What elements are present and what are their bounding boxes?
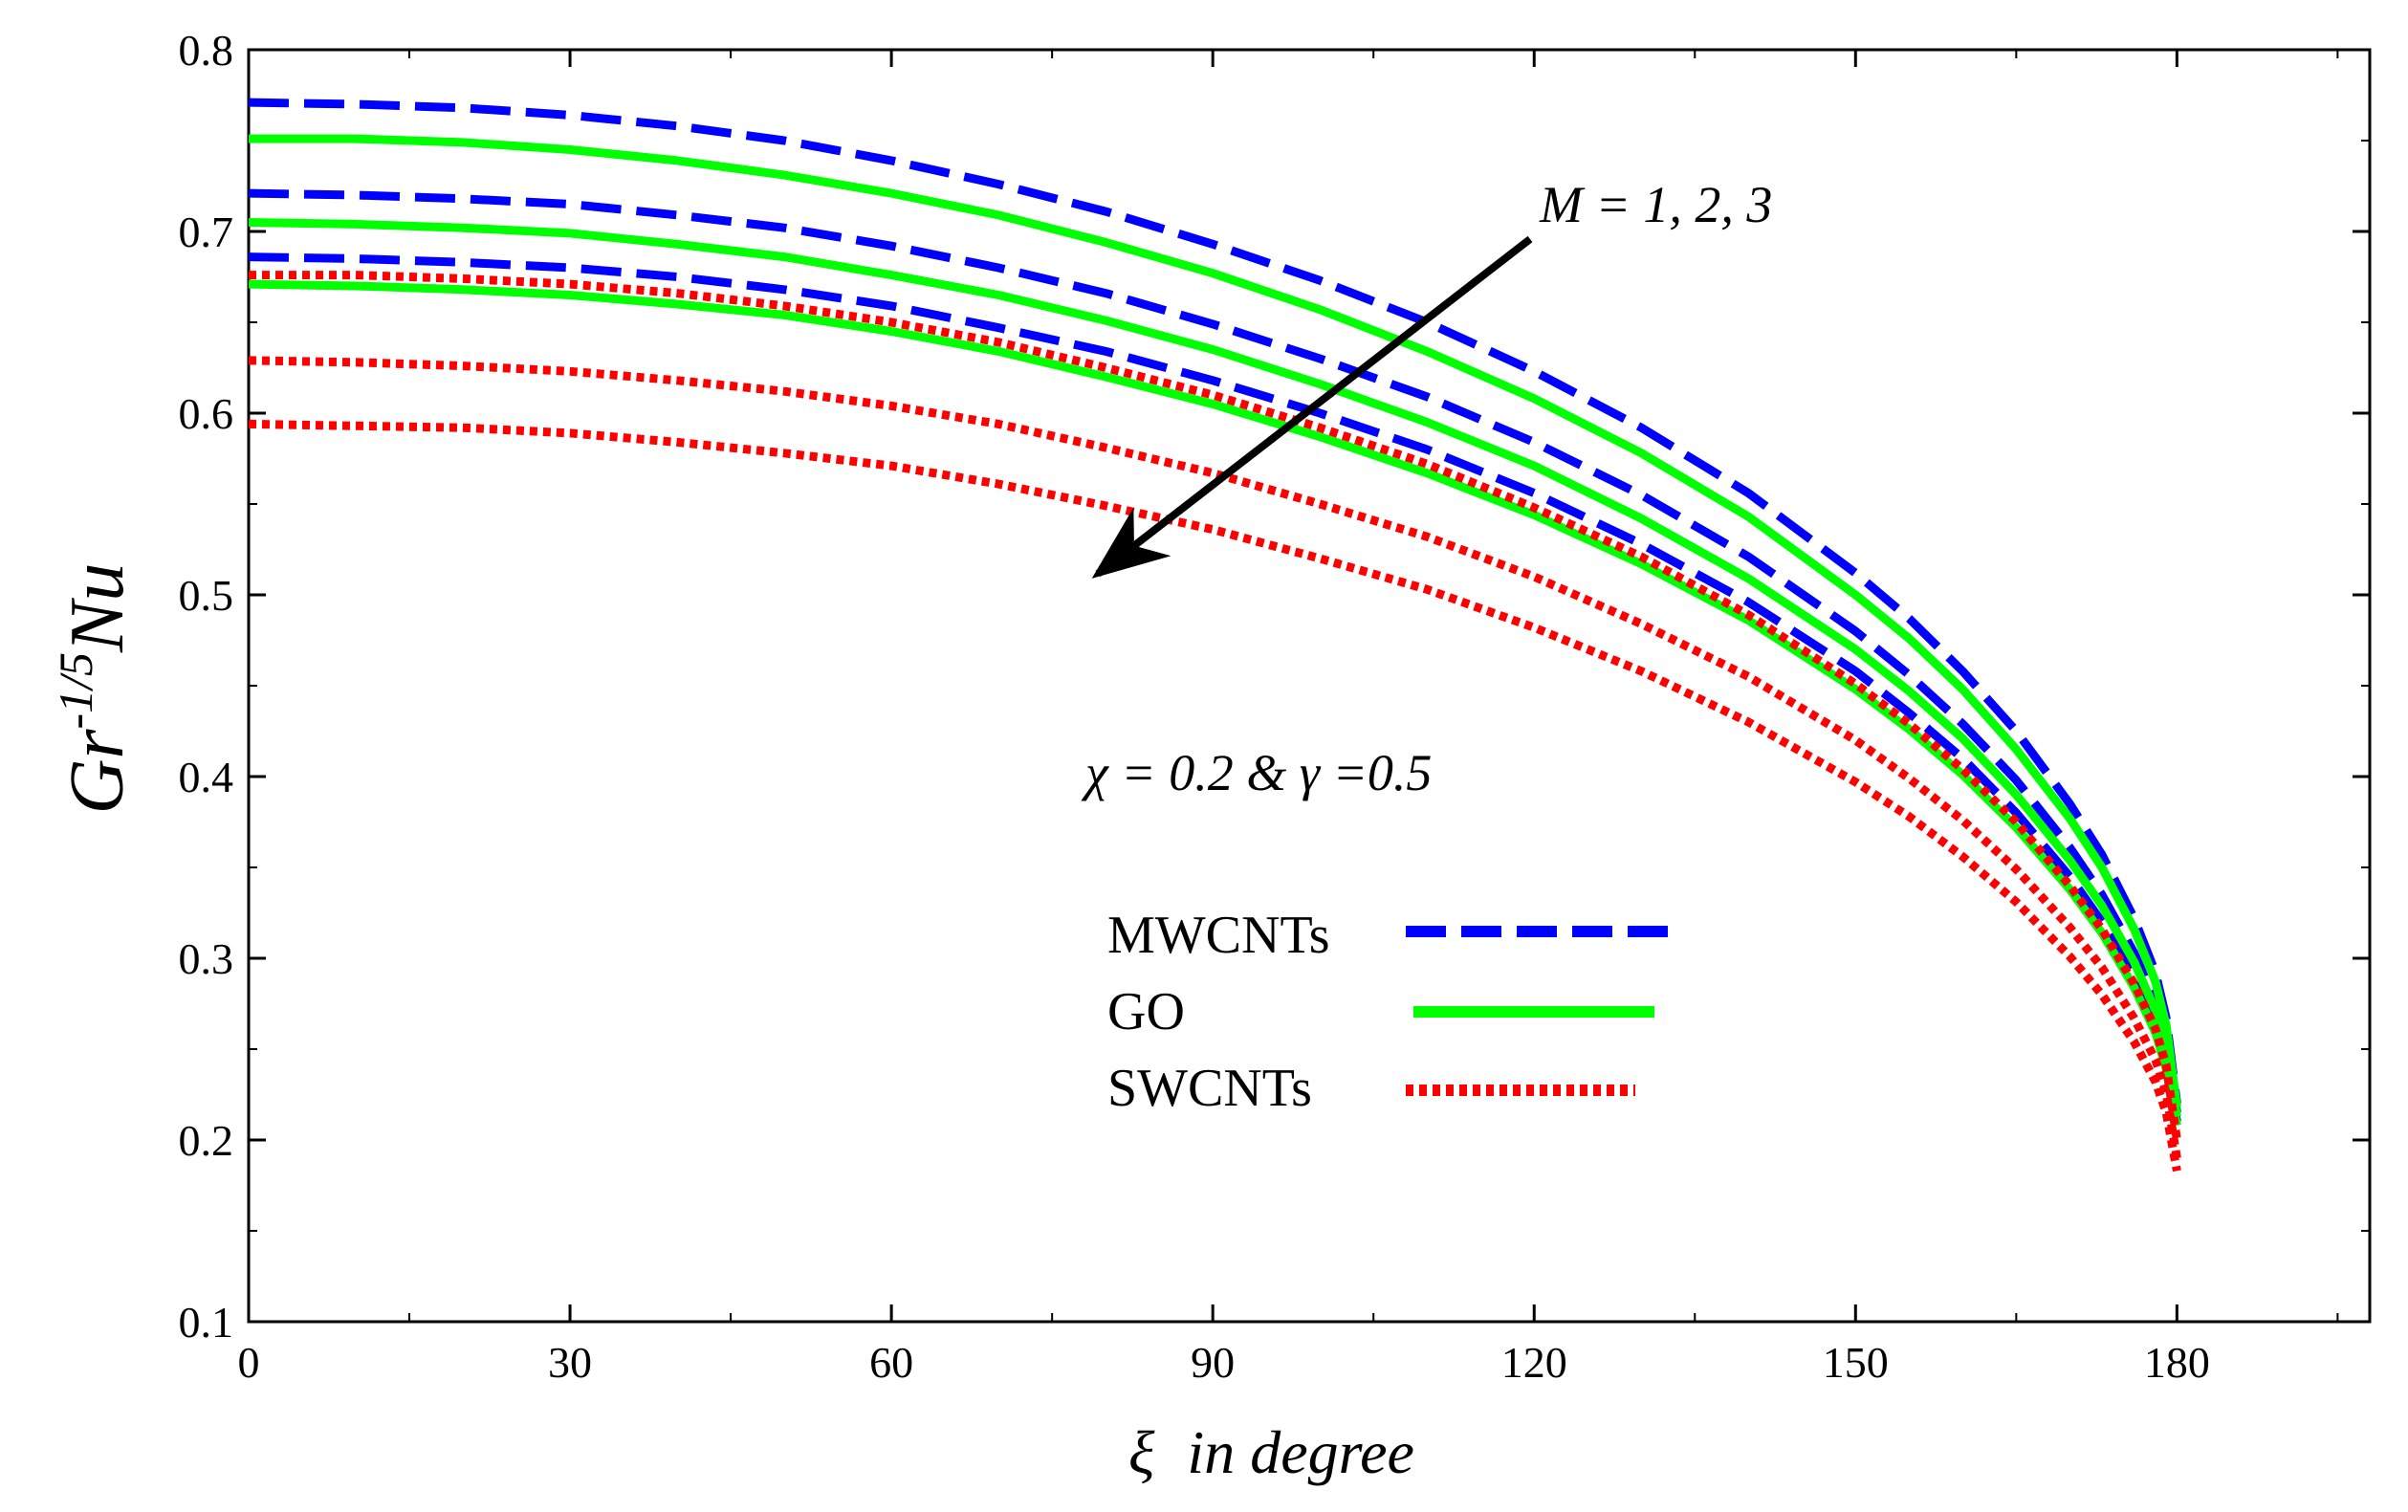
legend: MWCNTs GO SWCNTs: [1107, 906, 1674, 1118]
x-tick-label: 120: [1501, 1338, 1567, 1387]
y-axis: 0.1 0.2 0.3 0.4 0.5 0.6 0.7 0.8: [179, 26, 2370, 1347]
x-tick-label: 180: [2144, 1338, 2210, 1387]
x-axis-symbol: ξ: [1128, 1418, 1155, 1486]
series-layer: [248, 98, 2181, 1172]
y-axis-tail: Nu: [55, 563, 140, 653]
y-tick-label: 0.7: [179, 208, 234, 256]
y-tick-label: 0.2: [179, 1116, 234, 1165]
params-annotation: χ = 0.2 & γ =0.5: [1081, 744, 1432, 801]
series-line-swcnts-m3: [248, 419, 2181, 1172]
y-tick-label: 0.6: [179, 389, 234, 438]
y-tick-label: 0.5: [179, 571, 234, 620]
y-tick-label: 0.1: [179, 1298, 234, 1347]
series-line-go-m2: [248, 218, 2181, 1118]
m-arrow-label: M = 1, 2, 3: [1539, 176, 1772, 233]
x-axis-text: in degree: [1187, 1418, 1414, 1486]
x-axis: 0 30 60 90 120 150 180: [238, 50, 2339, 1387]
y-axis-base: Gr: [55, 729, 140, 815]
m-direction-arrow: [1091, 235, 1533, 579]
legend-label-mwcnts: MWCNTs: [1107, 906, 1330, 965]
series-line-swcnts-m1: [249, 271, 2181, 1141]
x-tick-label: 90: [1191, 1338, 1235, 1387]
x-tick-label: 30: [548, 1338, 592, 1387]
y-tick-label: 0.8: [179, 26, 234, 75]
legend-label-swcnts: SWCNTs: [1107, 1059, 1312, 1118]
x-tick-label: 0: [238, 1338, 260, 1387]
y-axis-title: Gr-1/5Nu: [49, 563, 140, 815]
series-line-mwcnts-m1: [248, 98, 2181, 1105]
x-axis-title: ξ in degree: [1128, 1418, 1414, 1486]
series-line-mwcnts-m2: [248, 188, 2181, 1114]
svg-text:Gr-1/5Nu: Gr-1/5Nu: [49, 563, 140, 815]
legend-label-go: GO: [1107, 982, 1185, 1041]
x-tick-label: 150: [1823, 1338, 1889, 1387]
y-axis-exponent: -1/5: [49, 652, 102, 730]
plot-frame: [247, 48, 2372, 1324]
series-line-mwcnts-m3: [248, 252, 2181, 1123]
series-line-go-m1: [249, 134, 2181, 1108]
series-line-swcnts-m2: [248, 356, 2181, 1159]
y-tick-label: 0.4: [179, 753, 234, 801]
y-tick-label: 0.3: [179, 934, 234, 983]
x-tick-label: 60: [869, 1338, 913, 1387]
